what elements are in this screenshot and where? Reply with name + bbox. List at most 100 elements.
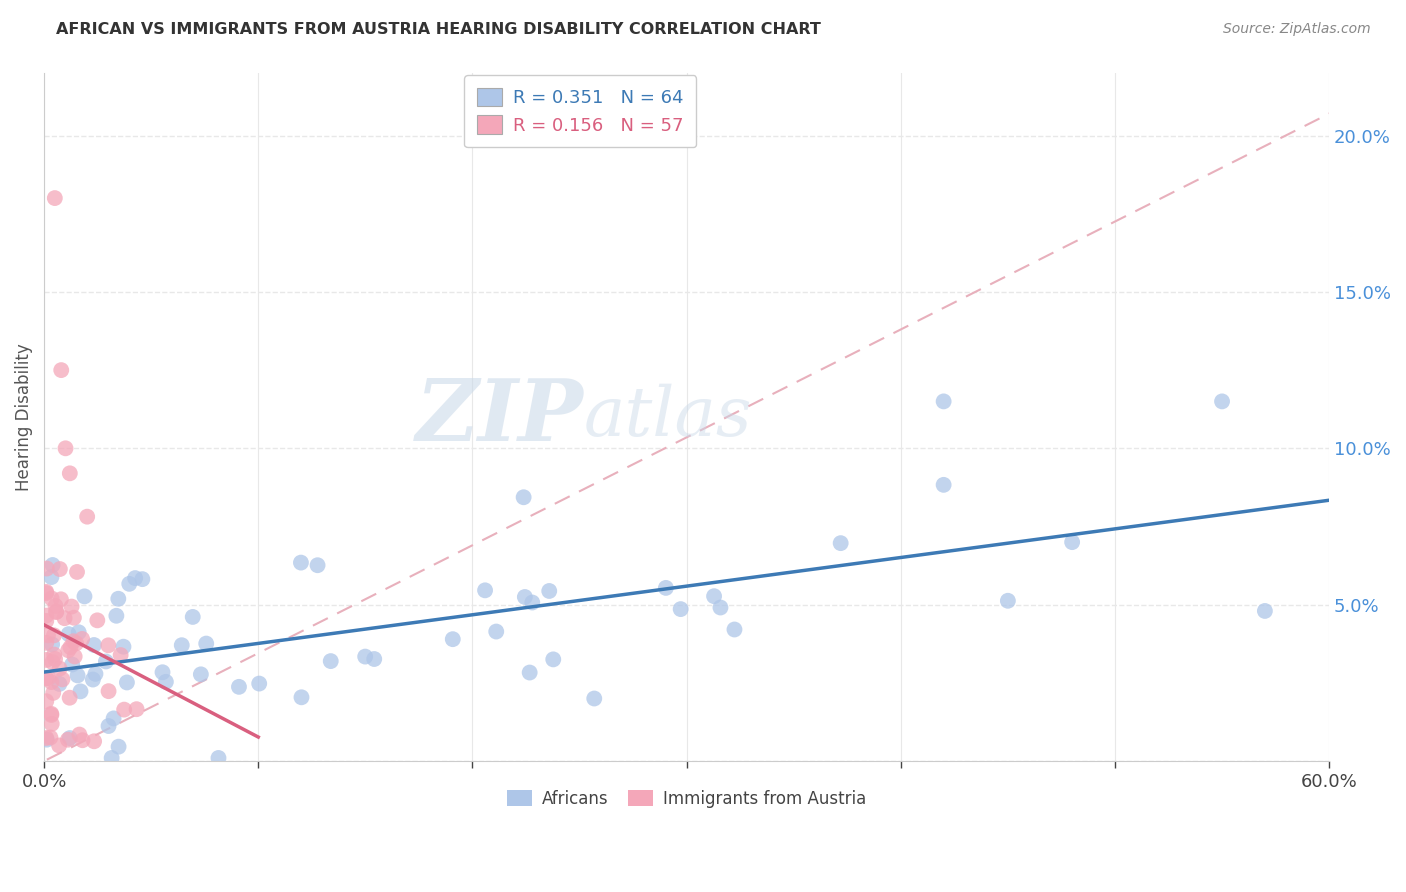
Point [723, 623, 745, 637]
Point [70, 632, 93, 646]
Point [441, 632, 464, 647]
Point [51, 363, 73, 377]
Point [41, 716, 63, 731]
Point [100, 751, 122, 765]
Point [44, 652, 66, 666]
Point [58, 643, 80, 657]
Point [39, 706, 62, 721]
Point [703, 589, 725, 603]
Point [1254, 604, 1277, 618]
Point [45, 605, 67, 619]
Point [110, 648, 132, 662]
Text: atlas: atlas [583, 384, 752, 450]
Point [41, 655, 63, 669]
Point [107, 591, 129, 606]
Point [56, 732, 79, 747]
Point [513, 590, 536, 604]
Point [997, 594, 1019, 608]
Point [125, 702, 148, 716]
Point [35, 672, 58, 686]
Point [82, 673, 104, 687]
Point [247, 676, 270, 690]
Point [60, 599, 83, 614]
Point [290, 690, 312, 705]
Point [35, 561, 58, 575]
Point [512, 490, 534, 504]
Point [51, 673, 73, 687]
Point [39, 731, 62, 745]
Point [131, 572, 153, 586]
Point [583, 691, 606, 706]
Point [538, 584, 561, 599]
Point [41, 708, 63, 723]
Point [83, 734, 105, 748]
Legend: Africans, Immigrants from Austria: Africans, Immigrants from Austria [501, 783, 873, 814]
Point [66, 565, 89, 579]
Point [42, 686, 65, 700]
Point [830, 536, 852, 550]
Point [115, 675, 138, 690]
Point [41, 570, 63, 584]
Point [207, 751, 229, 765]
Point [669, 602, 692, 616]
Y-axis label: Hearing Disability: Hearing Disability [15, 343, 32, 491]
Point [35, 653, 58, 667]
Point [195, 636, 218, 650]
Point [41, 637, 63, 651]
Point [67, 727, 90, 741]
Point [44, 648, 66, 662]
Point [48, 739, 70, 753]
Point [105, 608, 128, 623]
Point [97, 638, 120, 652]
Point [35, 614, 58, 628]
Point [363, 652, 385, 666]
Point [45, 605, 67, 619]
Point [709, 600, 731, 615]
Point [62, 634, 84, 648]
Point [118, 577, 141, 591]
Point [112, 640, 135, 654]
Point [37, 628, 59, 642]
Point [76, 509, 98, 524]
Point [35, 732, 58, 747]
Point [319, 654, 342, 668]
Point [42, 628, 65, 642]
Point [94, 655, 117, 669]
Point [124, 571, 146, 585]
Point [55, 442, 77, 456]
Point [1211, 394, 1233, 409]
Point [49, 562, 72, 576]
Point [69, 684, 91, 698]
Point [59, 640, 82, 655]
Point [41, 558, 63, 572]
Point [41, 675, 63, 690]
Point [86, 613, 108, 627]
Point [72, 733, 94, 747]
Point [35, 636, 58, 650]
Point [103, 711, 125, 725]
Point [485, 624, 508, 639]
Point [48, 662, 70, 676]
Point [67, 625, 90, 640]
Point [519, 665, 541, 680]
Point [97, 684, 120, 698]
Point [228, 680, 250, 694]
Point [170, 638, 193, 652]
Point [49, 592, 72, 607]
Point [522, 595, 544, 609]
Point [83, 638, 105, 652]
Text: ZIP: ZIP [416, 376, 583, 458]
Point [541, 652, 564, 666]
Point [35, 731, 58, 745]
Point [35, 694, 58, 708]
Point [107, 739, 129, 754]
Point [655, 581, 678, 595]
Text: AFRICAN VS IMMIGRANTS FROM AUSTRIA HEARING DISABILITY CORRELATION CHART: AFRICAN VS IMMIGRANTS FROM AUSTRIA HEARI… [56, 22, 821, 37]
Point [35, 608, 58, 623]
Point [354, 649, 377, 664]
Point [59, 690, 82, 705]
Point [58, 627, 80, 641]
Point [63, 649, 86, 664]
Point [112, 703, 135, 717]
Point [290, 556, 312, 570]
